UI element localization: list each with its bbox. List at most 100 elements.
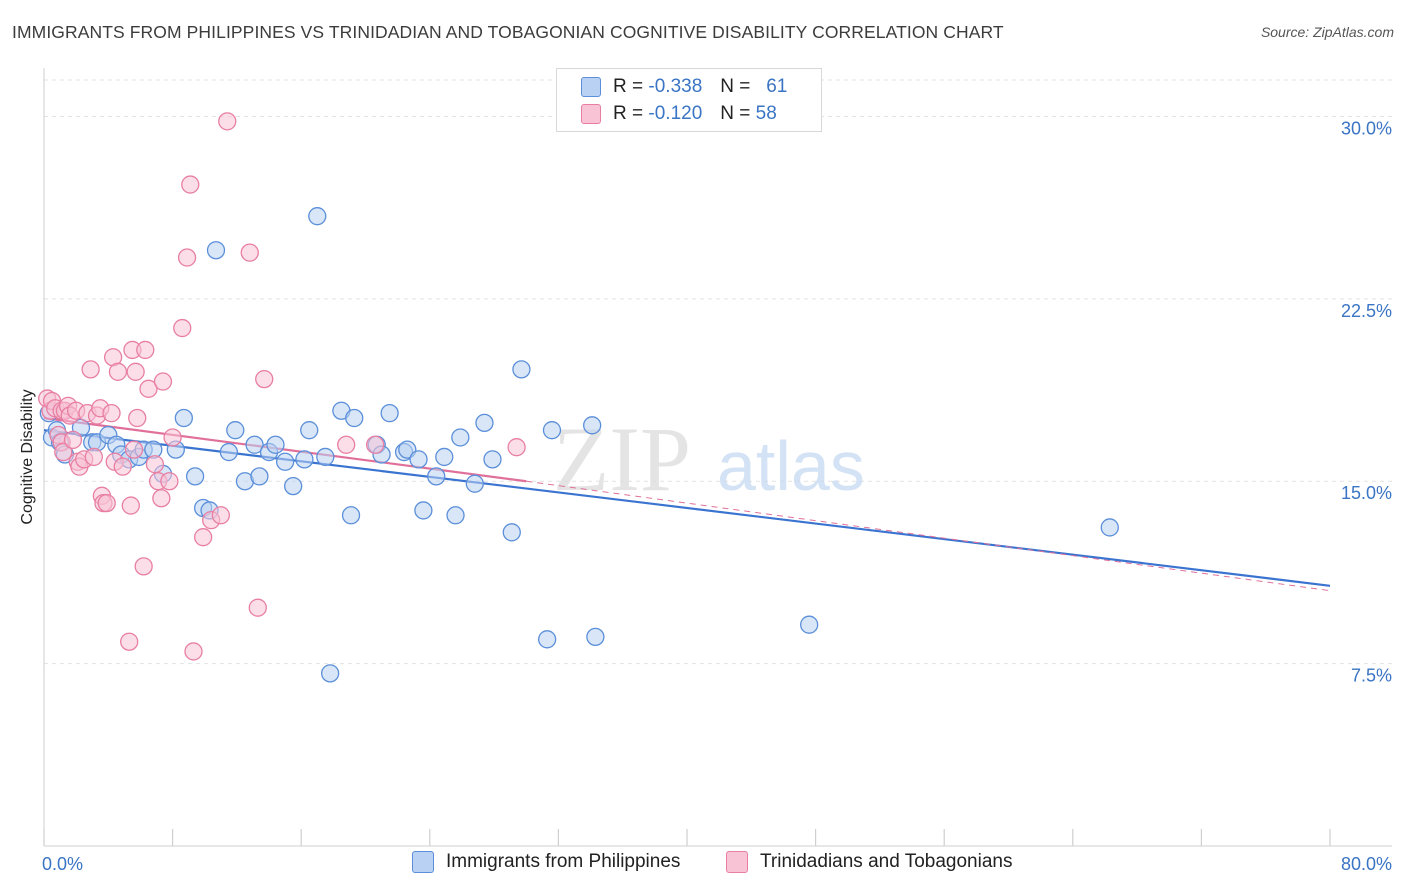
- legend-swatch-blue: [581, 77, 601, 97]
- chart-title: IMMIGRANTS FROM PHILIPPINES VS TRINIDADI…: [12, 22, 1004, 42]
- trend-line-trinidadian: [43, 416, 527, 483]
- legend-r-value: -0.120: [648, 103, 703, 124]
- point-trinidadian: [97, 493, 116, 513]
- point-trinidadian: [153, 372, 173, 391]
- y-tick-label: 7.5%: [1351, 666, 1392, 686]
- point-philippines: [206, 241, 226, 260]
- point-philippines: [266, 435, 285, 454]
- point-trinidadian: [152, 489, 171, 508]
- point-trinidadian: [84, 447, 103, 467]
- point-trinidadian: [248, 598, 267, 617]
- stats-legend-row-pink: R = -0.120 N = 58: [581, 102, 777, 126]
- point-trinidadian: [337, 435, 356, 454]
- point-trinidadian: [181, 175, 200, 194]
- y-tick-label: 22.5%: [1341, 301, 1392, 321]
- legend-r-value: -0.338: [648, 76, 703, 97]
- point-philippines: [800, 615, 819, 634]
- point-trinidadian: [136, 340, 155, 360]
- point-philippines: [542, 421, 562, 440]
- point-philippines: [409, 450, 428, 469]
- point-trinidadian: [255, 369, 274, 389]
- point-trinidadian: [139, 379, 158, 398]
- axes: [43, 68, 1392, 847]
- point-trinidadian: [177, 248, 197, 267]
- point-trinidadian: [211, 506, 230, 525]
- point-trinidadian: [193, 528, 213, 547]
- legend-n-label: N =: [720, 76, 751, 97]
- watermark: ZIP atlas: [553, 408, 865, 510]
- point-trinidadian: [163, 428, 182, 447]
- point-philippines: [427, 467, 446, 486]
- legend-label-trinidadians: Trinidadians and Tobagonians: [760, 851, 1013, 872]
- gridlines: [44, 79, 1392, 665]
- point-philippines: [320, 664, 340, 683]
- point-trinidadian: [218, 112, 237, 131]
- point-philippines: [483, 450, 502, 469]
- point-trinidadian: [128, 408, 147, 428]
- point-philippines: [502, 523, 521, 542]
- point-philippines: [345, 408, 364, 428]
- legend-swatch-pink: [726, 851, 748, 873]
- point-philippines: [475, 413, 494, 433]
- legend-n-value: 58: [755, 103, 777, 124]
- point-philippines: [446, 506, 465, 525]
- legend-n-label: N =: [720, 103, 751, 124]
- legend-item-philippines[interactable]: Immigrants from Philippines: [412, 851, 680, 873]
- point-trinidadian: [124, 440, 144, 459]
- legend-r-label: R =: [613, 103, 644, 124]
- point-philippines: [250, 467, 269, 486]
- point-trinidadian: [63, 430, 83, 450]
- point-philippines: [1100, 518, 1119, 537]
- point-philippines: [586, 627, 605, 647]
- point-philippines: [308, 207, 327, 226]
- point-trinidadian: [81, 360, 100, 379]
- point-philippines: [300, 421, 319, 440]
- point-trinidadian: [145, 455, 165, 474]
- watermark-atlas: atlas: [717, 427, 865, 505]
- trend-lines: [43, 416, 1331, 592]
- watermark-zip: ZIP: [553, 408, 691, 510]
- point-philippines: [284, 476, 303, 496]
- trend-line-philippines: [43, 429, 1331, 587]
- point-trinidadian: [173, 318, 192, 338]
- point-philippines: [219, 442, 239, 462]
- point-trinidadian: [113, 457, 132, 476]
- y-tick-label: 15.0%: [1341, 483, 1392, 503]
- point-philippines: [512, 360, 531, 379]
- point-philippines: [414, 501, 433, 520]
- legend-n-value: 61: [766, 76, 788, 97]
- point-philippines: [451, 428, 470, 447]
- point-philippines: [245, 435, 264, 454]
- point-trinidadian: [507, 438, 526, 457]
- trend-line-trinidadian-extended: [526, 480, 1331, 592]
- point-philippines: [537, 630, 557, 649]
- legend-item-trinidadians[interactable]: Trinidadians and Tobagonians: [726, 851, 1012, 873]
- stats-legend: R = -0.338 N = 61 R = -0.120 N = 58: [556, 68, 822, 132]
- series-legend: Immigrants from Philippines Trinidadians…: [0, 851, 1406, 879]
- point-trinidadian: [108, 362, 128, 381]
- point-trinidadian: [160, 472, 179, 491]
- point-trinidadian: [54, 442, 73, 462]
- point-philippines: [465, 474, 484, 493]
- point-philippines: [341, 506, 361, 525]
- point-trinidadian: [240, 243, 259, 262]
- legend-swatch-pink: [581, 104, 601, 124]
- point-philippines: [174, 408, 194, 428]
- point-philippines: [583, 416, 602, 435]
- point-trinidadian: [120, 632, 139, 651]
- x-tick-label: 0.0%: [42, 854, 83, 874]
- x-tick-label: 80.0%: [1341, 854, 1392, 874]
- legend-r-label: R =: [613, 76, 644, 97]
- legend-label-philippines: Immigrants from Philippines: [446, 851, 681, 872]
- legend-swatch-blue: [412, 851, 434, 873]
- tick-labels: 7.5% 15.0% 22.5% 30.0% 0.0% 80.0%: [42, 118, 1392, 874]
- point-philippines: [185, 467, 205, 486]
- point-philippines: [275, 452, 295, 471]
- point-philippines: [435, 447, 454, 467]
- point-trinidadian: [121, 496, 140, 515]
- point-trinidadian: [365, 435, 385, 454]
- stats-legend-row-blue: R = -0.338 N = 61: [581, 75, 787, 99]
- data-points: [38, 112, 1119, 683]
- point-trinidadian: [102, 403, 121, 423]
